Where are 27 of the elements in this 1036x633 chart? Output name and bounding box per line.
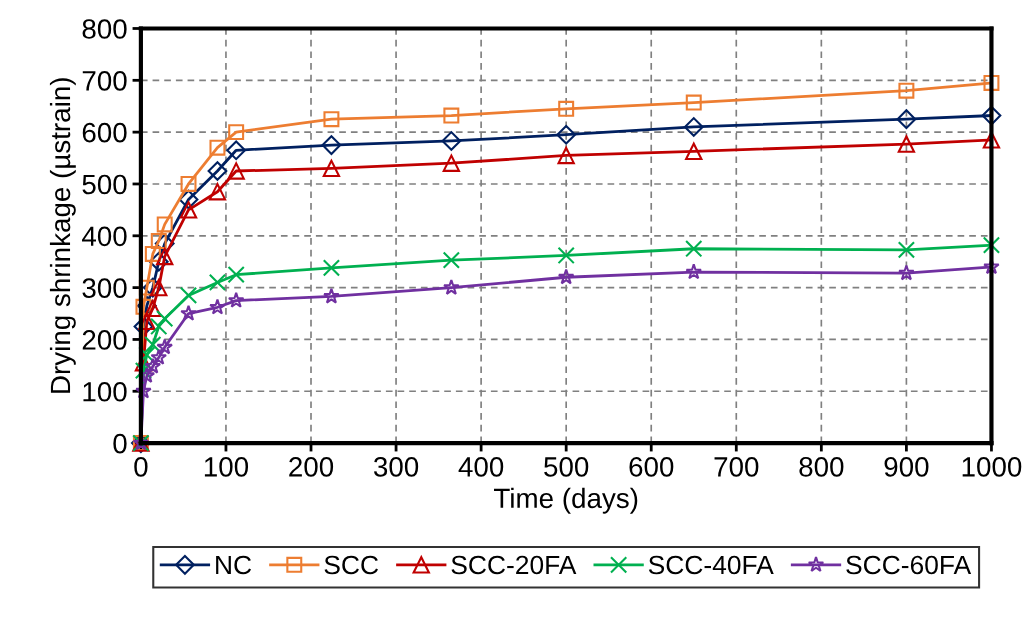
y-tick-label: 100 xyxy=(83,381,127,402)
y-tick-label: 0 xyxy=(113,433,127,454)
x-tick-label: 500 xyxy=(544,457,589,477)
x-tick-label: 200 xyxy=(289,457,334,477)
legend-label: NC xyxy=(216,555,252,575)
y-tick-label: 200 xyxy=(82,330,127,350)
x-tick-label: 700 xyxy=(714,457,759,477)
x-tick-label: 300 xyxy=(373,457,419,477)
y-tick-label: 300 xyxy=(82,278,127,298)
x-tick-label: 900 xyxy=(884,457,929,477)
x-tick-label: 0 xyxy=(134,457,148,477)
legend-label: SCC xyxy=(324,555,379,575)
x-tick-label: 800 xyxy=(799,457,844,477)
y-axis-title: Drying shrinkage (µstrain) xyxy=(49,78,76,393)
legend-label: SCC-60FA xyxy=(846,555,972,575)
x-tick-label: 100 xyxy=(204,457,249,477)
y-tick-label: 400 xyxy=(82,226,127,247)
y-tick-label: 700 xyxy=(82,70,127,91)
legend-label: SCC-40FA xyxy=(648,555,774,575)
x-tick-label: 1000 xyxy=(962,457,1022,477)
y-tick-label: 600 xyxy=(82,122,127,143)
x-tick-label: 600 xyxy=(629,457,674,477)
y-tick-label: 800 xyxy=(82,19,127,39)
x-tick-label: 400 xyxy=(458,457,504,477)
x-axis-title: Time (days) xyxy=(494,487,638,514)
y-tick-label: 500 xyxy=(82,174,127,195)
legend-label: SCC-20FA xyxy=(451,555,577,575)
